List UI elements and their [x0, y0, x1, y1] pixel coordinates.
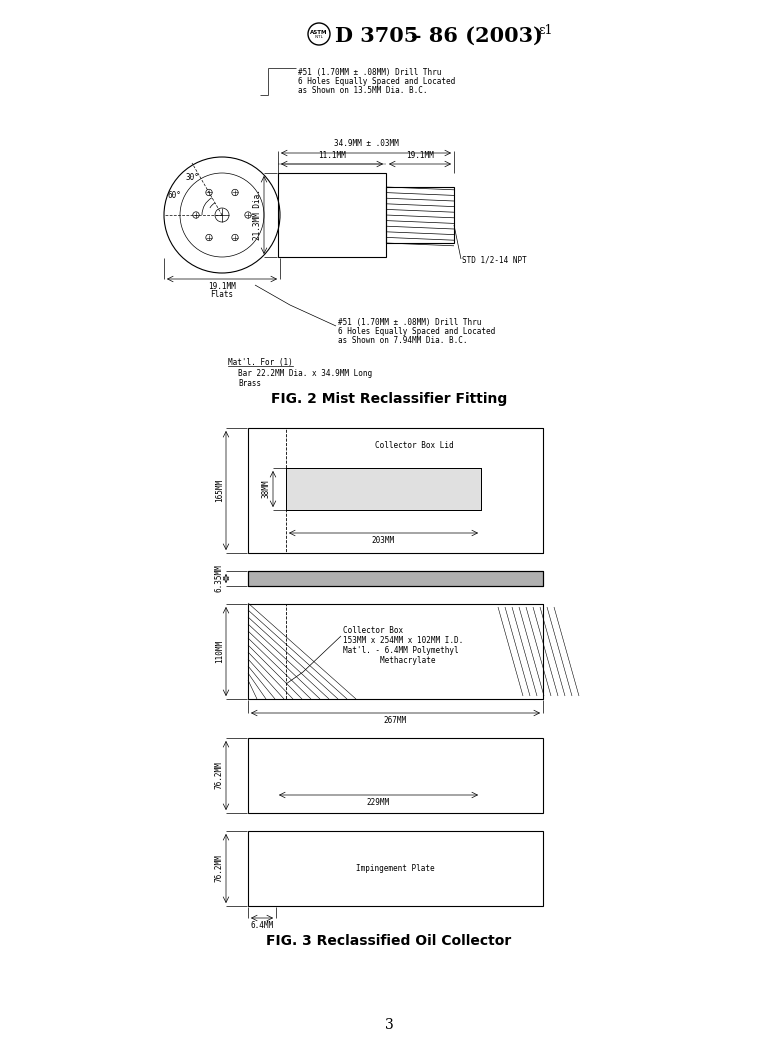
Text: 60°: 60° — [167, 191, 181, 200]
Bar — [248, 738, 543, 813]
Text: #51 (1.70MM ± .08MM) Drill Thru: #51 (1.70MM ± .08MM) Drill Thru — [338, 318, 482, 327]
Text: ε1: ε1 — [538, 24, 552, 37]
Text: D 3705: D 3705 — [335, 26, 419, 46]
Text: 229MM: 229MM — [366, 798, 390, 807]
Text: Flats: Flats — [210, 290, 233, 299]
Text: ASTM: ASTM — [310, 29, 328, 34]
Text: FIG. 3 Reclassified Oil Collector: FIG. 3 Reclassified Oil Collector — [266, 934, 512, 948]
Bar — [248, 572, 543, 586]
Text: #51 (1.70MM ± .08MM) Drill Thru: #51 (1.70MM ± .08MM) Drill Thru — [298, 68, 441, 77]
Text: 21.3MM Dia.: 21.3MM Dia. — [253, 189, 262, 240]
Bar — [286, 468, 481, 510]
Text: STD 1/2-14 NPT: STD 1/2-14 NPT — [462, 255, 527, 264]
Text: FIG. 2 Mist Reclassifier Fitting: FIG. 2 Mist Reclassifier Fitting — [271, 392, 507, 406]
Text: 6 Holes Equally Spaced and Located: 6 Holes Equally Spaced and Located — [338, 327, 496, 336]
Text: 267MM: 267MM — [384, 716, 407, 725]
Text: 3: 3 — [384, 1018, 394, 1032]
Text: 38MM: 38MM — [262, 480, 271, 499]
Text: 34.9MM ± .03MM: 34.9MM ± .03MM — [334, 139, 398, 148]
Text: Methacrylate: Methacrylate — [343, 656, 436, 665]
Text: Collector Box: Collector Box — [343, 626, 403, 635]
Text: 11.1MM: 11.1MM — [318, 151, 346, 160]
Bar — [286, 468, 481, 510]
Text: 153MM x 254MM x 102MM I.D.: 153MM x 254MM x 102MM I.D. — [343, 636, 463, 645]
Text: 165MM: 165MM — [215, 479, 224, 502]
Text: 30°: 30° — [185, 173, 199, 181]
Text: Impingement Plate: Impingement Plate — [356, 864, 435, 873]
Bar — [386, 187, 454, 243]
Text: as Shown on 7.94MM Dia. B.C.: as Shown on 7.94MM Dia. B.C. — [338, 336, 468, 345]
Bar — [248, 428, 543, 553]
Text: 110MM: 110MM — [215, 640, 224, 663]
Text: 76.2MM: 76.2MM — [215, 762, 224, 789]
Text: 6 Holes Equally Spaced and Located: 6 Holes Equally Spaced and Located — [298, 77, 455, 86]
Bar — [278, 173, 386, 257]
Text: Brass: Brass — [238, 379, 261, 388]
Text: INTL: INTL — [314, 35, 324, 39]
Text: 19.1MM: 19.1MM — [406, 151, 434, 160]
Text: 6.4MM: 6.4MM — [251, 921, 274, 930]
Bar — [248, 604, 543, 699]
Text: 76.2MM: 76.2MM — [215, 855, 224, 883]
Text: as Shown on 13.5MM Dia. B.C.: as Shown on 13.5MM Dia. B.C. — [298, 86, 427, 95]
Bar — [286, 428, 543, 553]
Bar — [248, 831, 543, 906]
Text: Collector Box Lid: Collector Box Lid — [375, 441, 454, 450]
Text: – 86 (2003): – 86 (2003) — [411, 26, 543, 46]
Text: 203MM: 203MM — [372, 536, 395, 545]
Text: Mat'l. - 6.4MM Polymethyl: Mat'l. - 6.4MM Polymethyl — [343, 646, 458, 655]
Text: Bar 22.2MM Dia. x 34.9MM Long: Bar 22.2MM Dia. x 34.9MM Long — [238, 369, 372, 378]
Text: 19.1MM: 19.1MM — [209, 282, 236, 291]
Bar — [248, 572, 543, 586]
Text: 6.35MM: 6.35MM — [215, 564, 224, 592]
Bar — [286, 604, 543, 699]
Text: Mat'l. For (1): Mat'l. For (1) — [228, 358, 293, 367]
